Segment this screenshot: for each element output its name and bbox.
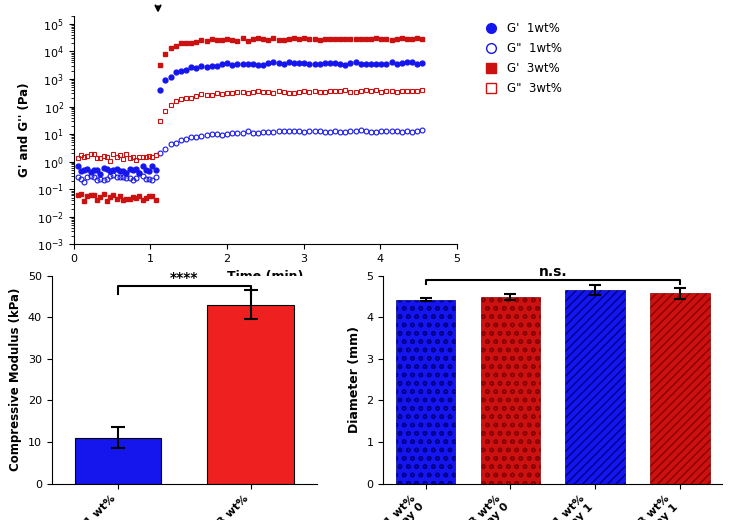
Bar	[650, 293, 710, 484]
Y-axis label: Diameter (mm): Diameter (mm)	[348, 326, 361, 433]
Y-axis label: Compressive Modulus (kPa): Compressive Modulus (kPa)	[9, 288, 22, 471]
Text: ****: ****	[170, 271, 198, 285]
Bar	[565, 290, 625, 484]
Text: n.s.: n.s.	[539, 265, 567, 279]
Y-axis label: G' and G'' (Pa): G' and G'' (Pa)	[18, 83, 32, 177]
Bar	[74, 438, 161, 484]
X-axis label: Time (min): Time (min)	[227, 270, 304, 283]
Bar	[396, 300, 455, 484]
Legend: G'  1wt%, G"  1wt%, G'  3wt%, G"  3wt%: G' 1wt%, G" 1wt%, G' 3wt%, G" 3wt%	[475, 17, 567, 100]
Bar	[481, 297, 540, 484]
Text: UV on: UV on	[137, 0, 178, 10]
Bar	[207, 305, 293, 484]
